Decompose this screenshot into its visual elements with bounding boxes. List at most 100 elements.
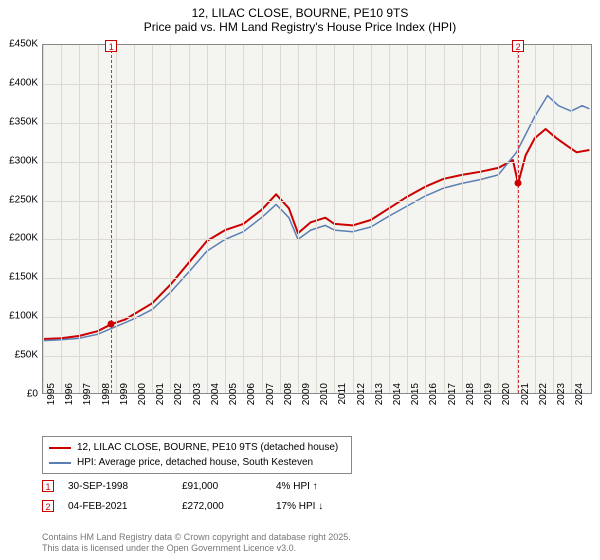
y-tick-label: £150K — [2, 272, 38, 283]
legend-swatch — [49, 447, 71, 449]
x-tick-label: 2000 — [137, 383, 148, 413]
y-tick-label: £0 — [2, 389, 38, 400]
gridline-v — [389, 45, 390, 393]
legend-label: HPI: Average price, detached house, Sout… — [77, 457, 313, 468]
event-id-box: 1 — [42, 480, 54, 492]
y-tick-label: £50K — [2, 350, 38, 361]
x-tick-label: 2003 — [192, 383, 203, 413]
event-row: 1 30-SEP-1998 £91,000 4% HPI — [42, 476, 562, 496]
legend-row: HPI: Average price, detached house, Sout… — [49, 455, 345, 470]
footer-line2: This data is licensed under the Open Gov… — [42, 543, 351, 554]
event-marker-box: 2 — [512, 40, 524, 52]
event-marker-box: 1 — [105, 40, 117, 52]
event-date: 30-SEP-1998 — [68, 481, 168, 492]
event-marker-line — [518, 45, 519, 393]
gridline-v — [207, 45, 208, 393]
event-marker-line — [111, 45, 112, 393]
chart-area: 12 £0£50K£100K£150K£200K£250K£300K£350K£… — [42, 44, 592, 394]
x-tick-label: 2002 — [173, 383, 184, 413]
x-tick-label: 2001 — [155, 383, 166, 413]
legend-row: 12, LILAC CLOSE, BOURNE, PE10 9TS (detac… — [49, 440, 345, 455]
gridline-v — [61, 45, 62, 393]
x-tick-label: 2021 — [520, 383, 531, 413]
x-tick-label: 2016 — [428, 383, 439, 413]
event-suffix: HPI — [290, 481, 309, 492]
x-tick-label: 2008 — [283, 383, 294, 413]
title-address: 12, LILAC CLOSE, BOURNE, PE10 9TS — [0, 6, 600, 20]
y-tick-label: £450K — [2, 39, 38, 50]
y-tick-label: £400K — [2, 77, 38, 88]
x-tick-label: 2022 — [538, 383, 549, 413]
x-tick-label: 2012 — [356, 383, 367, 413]
gridline-v — [98, 45, 99, 393]
x-tick-label: 2004 — [210, 383, 221, 413]
gridline-v — [152, 45, 153, 393]
x-tick-label: 2005 — [228, 383, 239, 413]
gridline-v — [425, 45, 426, 393]
event-price: £272,000 — [182, 501, 262, 512]
gridline-v — [498, 45, 499, 393]
gridline-v — [225, 45, 226, 393]
y-tick-label: £100K — [2, 311, 38, 322]
legend-label: 12, LILAC CLOSE, BOURNE, PE10 9TS (detac… — [77, 442, 338, 453]
gridline-v — [353, 45, 354, 393]
legend: 12, LILAC CLOSE, BOURNE, PE10 9TS (detac… — [42, 436, 352, 474]
x-tick-label: 2020 — [501, 383, 512, 413]
footer-line1: Contains HM Land Registry data © Crown c… — [42, 532, 351, 543]
gridline-v — [262, 45, 263, 393]
gridline-v — [334, 45, 335, 393]
gridline-v — [316, 45, 317, 393]
x-tick-label: 2006 — [246, 383, 257, 413]
gridline-v — [243, 45, 244, 393]
x-tick-label: 1999 — [119, 383, 130, 413]
gridline-v — [462, 45, 463, 393]
y-tick-label: £300K — [2, 155, 38, 166]
event-table: 1 30-SEP-1998 £91,000 4% HPI 2 04-FEB-2021 £27… — [42, 476, 562, 516]
chart-title: 12, LILAC CLOSE, BOURNE, PE10 9TS Price … — [0, 0, 600, 34]
gridline-v — [535, 45, 536, 393]
sale-point — [515, 180, 522, 187]
event-price: £91,000 — [182, 481, 262, 492]
x-tick-label: 2014 — [392, 383, 403, 413]
footer-attribution: Contains HM Land Registry data © Crown c… — [42, 532, 351, 554]
x-tick-label: 1997 — [82, 383, 93, 413]
x-tick-label: 2007 — [265, 383, 276, 413]
x-tick-label: 2011 — [337, 383, 348, 413]
plot-area: 12 — [42, 44, 592, 394]
y-tick-label: £200K — [2, 233, 38, 244]
sale-point — [108, 321, 115, 328]
chart-lines — [43, 45, 593, 395]
event-pct: 17% HPI — [276, 501, 396, 512]
x-tick-label: 2015 — [410, 383, 421, 413]
x-tick-label: 2017 — [447, 383, 458, 413]
x-tick-label: 2023 — [556, 383, 567, 413]
gridline-v — [116, 45, 117, 393]
y-tick-label: £250K — [2, 194, 38, 205]
x-tick-label: 2018 — [465, 383, 476, 413]
legend-swatch — [49, 462, 71, 464]
x-tick-label: 2009 — [301, 383, 312, 413]
gridline-v — [189, 45, 190, 393]
y-tick-label: £350K — [2, 116, 38, 127]
event-row: 2 04-FEB-2021 £272,000 17% HPI — [42, 496, 562, 516]
event-date: 04-FEB-2021 — [68, 501, 168, 512]
gridline-v — [280, 45, 281, 393]
event-pct: 4% HPI — [276, 481, 396, 492]
gridline-v — [79, 45, 80, 393]
gridline-v — [298, 45, 299, 393]
event-id-box: 2 — [42, 500, 54, 512]
x-tick-label: 2013 — [374, 383, 385, 413]
x-tick-label: 2019 — [483, 383, 494, 413]
gridline-v — [444, 45, 445, 393]
x-tick-label: 1995 — [46, 383, 57, 413]
gridline-v — [407, 45, 408, 393]
x-tick-label: 1998 — [101, 383, 112, 413]
event-suffix: HPI — [296, 501, 315, 512]
title-subtitle: Price paid vs. HM Land Registry's House … — [0, 20, 600, 34]
x-tick-label: 1996 — [64, 383, 75, 413]
x-tick-label: 2010 — [319, 383, 330, 413]
gridline-v — [170, 45, 171, 393]
gridline-v — [480, 45, 481, 393]
gridline-v — [43, 45, 44, 393]
gridline-v — [134, 45, 135, 393]
